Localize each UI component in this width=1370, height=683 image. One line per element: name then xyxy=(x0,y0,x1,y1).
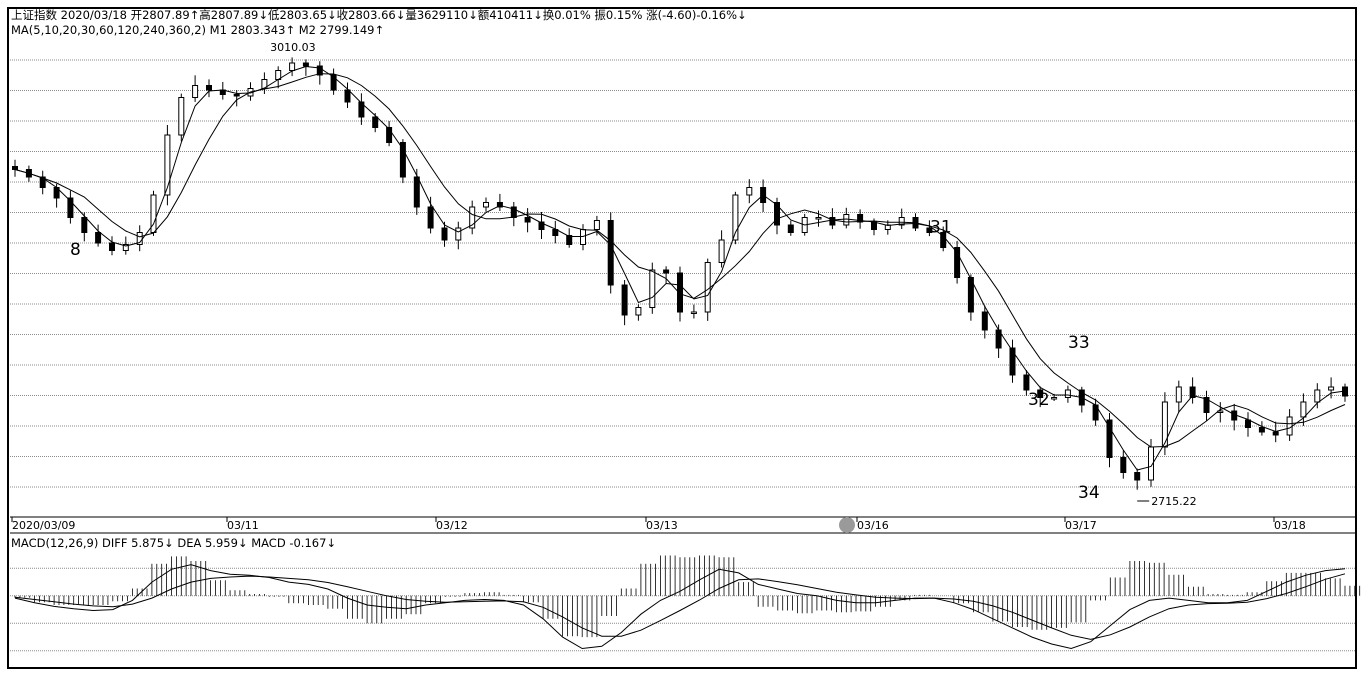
date-label: 03/11 xyxy=(227,519,259,532)
date-label: 03/13 xyxy=(646,519,678,532)
ma-info-line: MA(5,10,20,30,60,120,240,360,2) M1 2803.… xyxy=(11,23,385,37)
candle-body xyxy=(663,269,670,274)
candle-body xyxy=(843,214,850,226)
candle-body xyxy=(289,62,296,71)
candle-body xyxy=(483,202,489,208)
quote-info-line: 上证指数 2020/03/18 开2807.89↑高2807.89↓低2803.… xyxy=(11,8,747,22)
candle-body xyxy=(109,242,115,251)
candle-body xyxy=(12,166,18,170)
candle-body xyxy=(898,217,905,226)
candle-body xyxy=(732,194,739,241)
candle-body xyxy=(524,217,531,223)
candle-body xyxy=(967,277,974,313)
macd-dea-line xyxy=(14,573,1346,640)
candle-body xyxy=(1051,397,1058,400)
candles xyxy=(12,57,1348,490)
candle-body xyxy=(690,311,697,314)
candle-body xyxy=(538,221,545,230)
candle-body xyxy=(178,97,185,136)
candle-body xyxy=(496,202,503,208)
candle-body xyxy=(787,224,794,233)
candle-body xyxy=(344,89,351,103)
candle-body xyxy=(1203,397,1210,413)
wave-annotation: 34 xyxy=(1078,483,1100,503)
candle-body xyxy=(1189,386,1196,398)
candle-body xyxy=(81,217,88,233)
candle-body xyxy=(621,284,628,316)
candle-body xyxy=(1106,419,1113,458)
wave-annotation: 31 xyxy=(930,218,952,238)
candle-body xyxy=(607,220,614,286)
candle-body xyxy=(1314,389,1321,403)
candle-body xyxy=(926,227,933,233)
candle-body xyxy=(704,262,711,313)
candle-body xyxy=(455,227,462,241)
candle-body xyxy=(1286,416,1293,436)
candle-body xyxy=(1037,389,1044,398)
candle-body xyxy=(815,217,822,220)
scroll-marker xyxy=(839,517,855,533)
candle-body xyxy=(399,142,406,178)
candle-body xyxy=(302,62,309,67)
candle-body xyxy=(1120,457,1127,473)
candle-body xyxy=(358,101,365,118)
candle-body xyxy=(954,247,961,278)
candle-body xyxy=(774,202,780,226)
high-price-label: 3010.03 xyxy=(270,41,316,54)
candle-body xyxy=(164,134,171,196)
candle-body xyxy=(871,221,877,230)
candle-body xyxy=(1064,389,1071,398)
candle-body xyxy=(1175,386,1182,403)
candle-body xyxy=(372,116,379,128)
candle-body xyxy=(829,217,836,226)
wave-annotation: 8 xyxy=(70,240,81,260)
candle-body xyxy=(192,85,199,98)
candle-body xyxy=(95,232,102,244)
candle-body xyxy=(1300,401,1307,418)
candle-body xyxy=(39,176,46,188)
wave-annotation: 33 xyxy=(1068,333,1090,353)
candle-body xyxy=(1328,386,1335,391)
date-label: 03/17 xyxy=(1065,519,1097,532)
candle-body xyxy=(1245,419,1251,428)
candle-body xyxy=(940,232,947,248)
candle-body xyxy=(330,74,337,91)
date-label: 03/16 xyxy=(857,519,889,532)
candle-body xyxy=(316,65,323,76)
chart-frame: 上证指数 2020/03/18 开2807.89↑高2807.89↓低2803.… xyxy=(7,7,1357,669)
candle-body xyxy=(233,94,240,97)
wave-annotation: 32 xyxy=(1028,390,1050,410)
low-price-label: 2715.22 xyxy=(1151,495,1197,508)
candle-body xyxy=(1023,374,1030,391)
candle-body xyxy=(122,244,129,251)
candle-body xyxy=(1134,472,1141,481)
candle-body xyxy=(1009,347,1016,376)
candle-body xyxy=(981,311,988,331)
macd-info-line: MACD(12,26,9) DIFF 5.875↓ DEA 5.959↓ MAC… xyxy=(11,536,337,550)
candle-body xyxy=(593,220,600,230)
candle-body xyxy=(67,197,74,218)
candle-body xyxy=(1272,431,1279,436)
candle-body xyxy=(718,239,725,263)
candle-body xyxy=(649,269,656,308)
date-label: 03/12 xyxy=(436,519,468,532)
ma-line-m2 xyxy=(14,73,1346,448)
date-label: 2020/03/09 xyxy=(12,519,75,532)
ma-line-m1 xyxy=(14,65,1346,471)
candle-body xyxy=(386,127,393,143)
candle-body xyxy=(441,227,448,241)
candle-body xyxy=(427,206,434,229)
candle-body xyxy=(206,85,212,91)
date-label: 03/18 xyxy=(1274,519,1306,532)
candle-body xyxy=(635,307,642,316)
candle-body xyxy=(746,187,753,196)
candle-body xyxy=(677,272,683,313)
candle-body xyxy=(469,206,476,229)
macd-histogram xyxy=(14,555,1361,638)
candle-body xyxy=(1258,427,1265,433)
candle-body xyxy=(413,176,420,208)
macd-diff-line xyxy=(14,564,1346,650)
candle-body xyxy=(566,235,573,245)
